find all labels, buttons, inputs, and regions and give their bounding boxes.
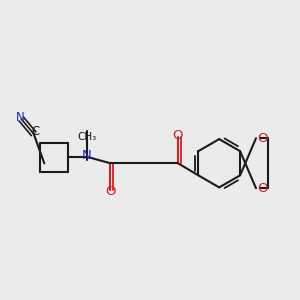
Text: O: O xyxy=(173,129,183,142)
Text: C: C xyxy=(31,125,39,138)
Text: N: N xyxy=(16,111,24,124)
Text: CH₃: CH₃ xyxy=(77,132,96,142)
Text: O: O xyxy=(257,182,267,195)
Text: O: O xyxy=(257,132,267,145)
Text: N: N xyxy=(82,149,92,162)
Text: O: O xyxy=(105,185,116,198)
